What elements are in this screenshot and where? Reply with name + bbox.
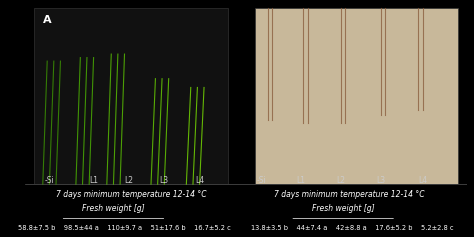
FancyBboxPatch shape (255, 9, 458, 184)
Text: 13.8±3.5 b    44±7.4 a    42±8.8 a    17.6±5.2 b    5.2±2.8 c: 13.8±3.5 b 44±7.4 a 42±8.8 a 17.6±5.2 b … (251, 225, 453, 231)
Text: 7 days minimum temperature 12-14 °C: 7 days minimum temperature 12-14 °C (274, 190, 425, 199)
Text: -Si: -Si (256, 176, 266, 185)
Text: -Si: -Si (45, 176, 55, 185)
Text: L3: L3 (160, 176, 169, 185)
Text: 58.8±7.5 b    98.5±44 a    110±9.7 a    51±17.6 b    16.7±5.2 c: 58.8±7.5 b 98.5±44 a 110±9.7 a 51±17.6 b… (18, 225, 231, 231)
Text: 7 days minimum temperature 12-14 °C: 7 days minimum temperature 12-14 °C (56, 190, 207, 199)
Text: L4: L4 (418, 176, 427, 185)
Text: Fresh weight [g]: Fresh weight [g] (312, 204, 374, 213)
Text: L1: L1 (89, 176, 98, 185)
Text: L4: L4 (195, 176, 204, 185)
Text: L1: L1 (297, 176, 306, 185)
FancyBboxPatch shape (34, 9, 228, 184)
Text: Fresh weight [g]: Fresh weight [g] (82, 204, 145, 213)
FancyBboxPatch shape (25, 184, 467, 236)
Text: L2: L2 (124, 176, 133, 185)
Text: L3: L3 (376, 176, 385, 185)
Text: L2: L2 (337, 176, 346, 185)
Text: A: A (43, 15, 51, 25)
